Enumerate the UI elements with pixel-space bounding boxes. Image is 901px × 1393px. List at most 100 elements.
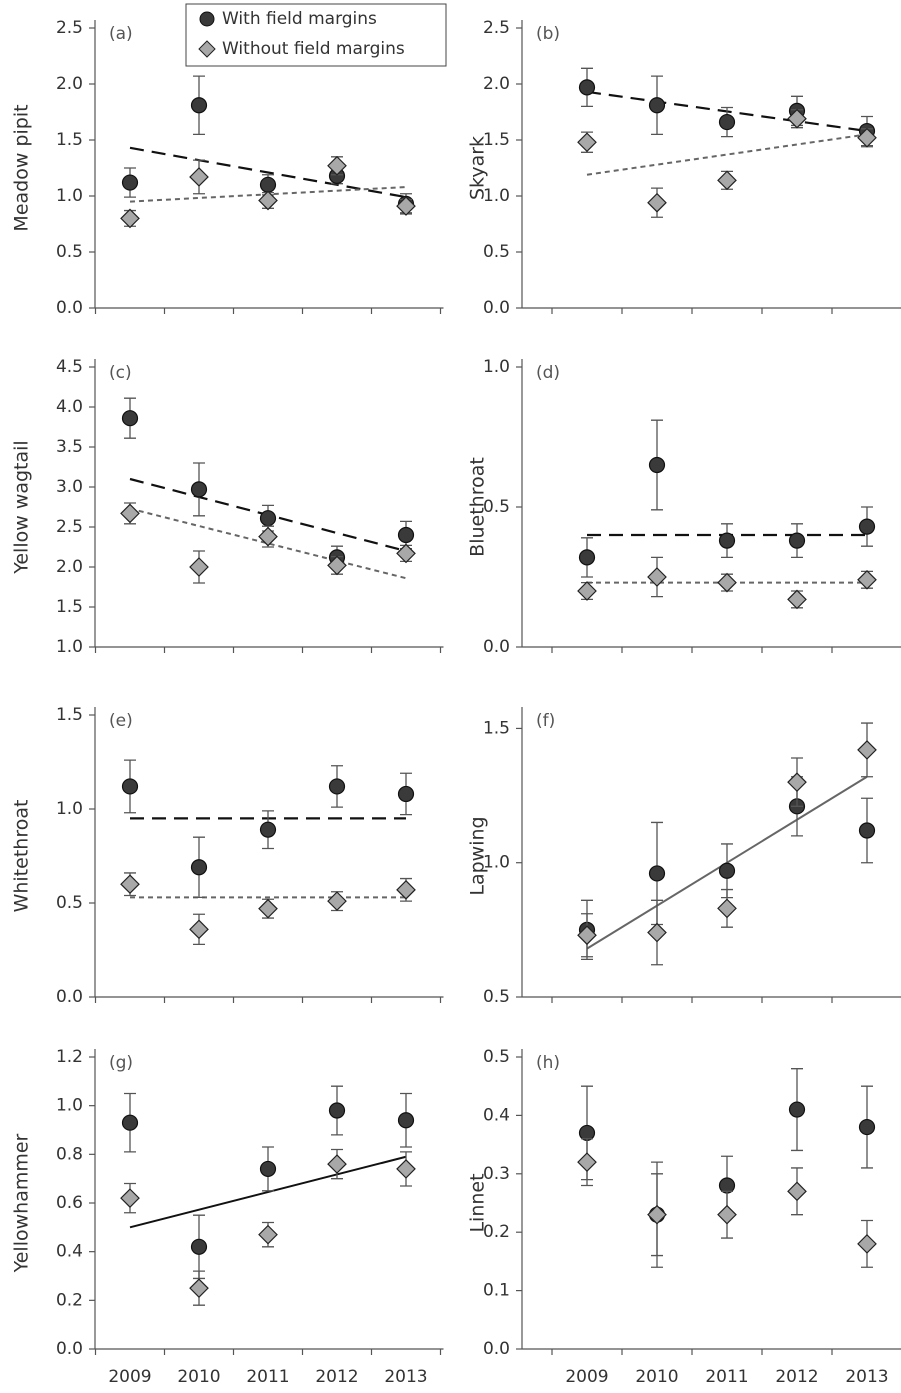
y-tick-label: 1.0 bbox=[56, 186, 83, 206]
marker bbox=[192, 98, 207, 113]
marker bbox=[123, 175, 138, 190]
y-tick-label: 0.0 bbox=[483, 637, 510, 657]
marker bbox=[650, 866, 665, 881]
y-tick-label: 1.0 bbox=[56, 1096, 83, 1116]
y-tick-label: 0.5 bbox=[56, 242, 83, 262]
marker bbox=[578, 1153, 596, 1171]
marker bbox=[259, 900, 277, 918]
panel-label: (g) bbox=[109, 1053, 133, 1073]
x-tick-label: 2010 bbox=[177, 1367, 220, 1387]
marker bbox=[718, 1206, 736, 1224]
marker bbox=[121, 1189, 139, 1207]
marker bbox=[578, 582, 596, 600]
panel-label: (b) bbox=[536, 24, 560, 44]
y-axis-label: Meadow pipit bbox=[11, 104, 33, 231]
marker bbox=[788, 590, 806, 608]
marker bbox=[860, 1120, 875, 1135]
marker bbox=[718, 574, 736, 592]
y-tick-label: 0.5 bbox=[483, 1047, 510, 1067]
marker bbox=[121, 875, 139, 893]
y-tick-label: 1.5 bbox=[483, 718, 510, 738]
marker bbox=[648, 1206, 666, 1224]
figure: 0.0 0.5 1.0 1.5 2.0 2.5 Meadow pipit (a) With fi… bbox=[0, 0, 901, 1393]
panel: 0.00.20.40.60.81.01.2Yellowhammer(g)2009… bbox=[11, 1047, 444, 1387]
y-axis-label: Bluethroat bbox=[467, 457, 489, 557]
y-tick-label: 2.5 bbox=[56, 517, 83, 537]
y-tick-label: 0.5 bbox=[483, 987, 510, 1007]
panel-label: (c) bbox=[109, 363, 132, 383]
marker bbox=[580, 80, 595, 95]
y-tick-label: 2.0 bbox=[56, 557, 83, 577]
marker bbox=[261, 822, 276, 837]
marker bbox=[190, 168, 208, 186]
marker bbox=[720, 115, 735, 130]
marker bbox=[788, 773, 806, 791]
y-tick-label: 0.0 bbox=[483, 1339, 510, 1359]
y-tick-label: 2.0 bbox=[56, 74, 83, 94]
y-axis-label: Skyark bbox=[467, 136, 489, 200]
marker bbox=[720, 533, 735, 548]
marker bbox=[648, 924, 666, 942]
y-tick-label: 0.0 bbox=[483, 298, 510, 318]
marker bbox=[788, 1182, 806, 1200]
marker bbox=[261, 177, 276, 192]
marker bbox=[650, 458, 665, 473]
trend-line bbox=[587, 134, 867, 174]
marker bbox=[328, 1155, 346, 1173]
marker bbox=[648, 194, 666, 212]
y-tick-label: 4.5 bbox=[56, 357, 83, 377]
y-tick-label: 0.0 bbox=[56, 987, 83, 1007]
marker bbox=[650, 98, 665, 113]
marker bbox=[123, 1115, 138, 1130]
y-tick-label: 0.2 bbox=[56, 1290, 83, 1310]
x-tick-label: 2011 bbox=[246, 1367, 289, 1387]
marker bbox=[718, 899, 736, 917]
y-tick-label: 0.5 bbox=[56, 893, 83, 913]
legend-label: With field margins bbox=[222, 9, 377, 29]
y-tick-label: 1.5 bbox=[56, 597, 83, 617]
x-tick-label: 2013 bbox=[845, 1367, 888, 1387]
marker bbox=[860, 823, 875, 838]
y-tick-label: 1.5 bbox=[56, 130, 83, 150]
marker bbox=[860, 519, 875, 534]
marker bbox=[858, 1235, 876, 1253]
x-tick-label: 2012 bbox=[775, 1367, 818, 1387]
marker bbox=[259, 1226, 277, 1244]
panel-label: (e) bbox=[109, 711, 133, 731]
marker bbox=[720, 863, 735, 878]
y-tick-label: 1.0 bbox=[56, 799, 83, 819]
x-tick-label: 2009 bbox=[108, 1367, 151, 1387]
panel: 0.51.01.5Lapwing(f) bbox=[467, 707, 901, 1007]
marker bbox=[397, 881, 415, 899]
marker bbox=[858, 571, 876, 589]
marker bbox=[397, 1160, 415, 1178]
legend-label: Without field margins bbox=[222, 39, 405, 59]
marker bbox=[123, 779, 138, 794]
y-tick-label: 0.0 bbox=[56, 1339, 83, 1359]
marker bbox=[261, 1161, 276, 1176]
panel-label: (f) bbox=[536, 711, 555, 731]
marker bbox=[580, 550, 595, 565]
y-tick-label: 0.6 bbox=[56, 1193, 83, 1213]
y-tick-label: 0.4 bbox=[56, 1242, 83, 1262]
marker bbox=[121, 209, 139, 227]
y-axis-label: Yellow wagtail bbox=[11, 440, 33, 574]
y-tick-label: 0.8 bbox=[56, 1144, 83, 1164]
x-tick-label: 2009 bbox=[565, 1367, 608, 1387]
marker bbox=[259, 528, 277, 546]
marker bbox=[578, 133, 596, 151]
y-tick-label: 3.5 bbox=[56, 437, 83, 457]
y-tick-label: 1.0 bbox=[483, 357, 510, 377]
marker bbox=[190, 1279, 208, 1297]
panel: 0.00.51.01.52.02.5Meadow pipit(a)With fi… bbox=[11, 4, 447, 318]
x-tick-label: 2010 bbox=[635, 1367, 678, 1387]
y-tick-label: 2.5 bbox=[483, 18, 510, 38]
y-axis-label: Lapwing bbox=[467, 816, 489, 895]
marker bbox=[790, 1102, 805, 1117]
panel-label: (a) bbox=[109, 24, 133, 44]
x-tick-label: 2013 bbox=[384, 1367, 427, 1387]
panel: 1.01.52.02.53.03.54.04.5Yellow wagtail(c… bbox=[11, 357, 444, 657]
